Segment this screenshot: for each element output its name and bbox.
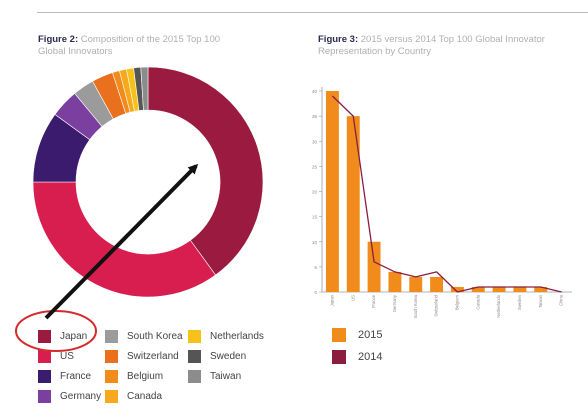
top-divider (37, 12, 588, 13)
x-tick-label-france: France (371, 294, 376, 308)
bar-2015-taiwan (534, 286, 548, 292)
y-tick-label: 15 (312, 215, 318, 220)
legend-item-us: US (38, 350, 74, 363)
legend-swatch-us (38, 350, 51, 363)
y-tick-label: 25 (312, 164, 318, 169)
legend-swatch-2014 (332, 350, 346, 364)
figure-2-caption: Composition of the 2015 Top 100 Global I… (38, 34, 221, 57)
legend-item-canada: Canada (105, 390, 162, 403)
legend-label-france: France (60, 371, 92, 382)
legend-label-us: US (60, 351, 74, 362)
legend-label-switzerland: Switzerland (127, 351, 179, 362)
bar-2015-us (346, 116, 360, 292)
bar-2015-france (367, 241, 381, 292)
y-tick-label: 30 (312, 139, 318, 144)
line-2014 (331, 95, 562, 293)
legend-swatch-south-korea (105, 330, 118, 343)
legend-label-taiwan: Taiwan (210, 371, 242, 382)
y-tick-label: 0 (314, 290, 317, 295)
legend-label-netherlands: Netherlands (210, 331, 264, 342)
figure-2-title: Figure 2: Composition of the 2015 Top 10… (38, 34, 248, 58)
x-tick-label-sweden: Sweden (517, 294, 522, 310)
bar-2015-sweden (513, 286, 527, 292)
y-tick-label: 5 (314, 265, 317, 270)
legend-label-belgium: Belgium (127, 371, 164, 382)
legend-swatch-japan (38, 330, 51, 343)
figure-3-title: Figure 3: 2015 versus 2014 Top 100 Globa… (318, 34, 568, 58)
bar-2015-japan (325, 91, 339, 292)
legend-label-2015: 2015 (358, 329, 383, 341)
bar-2015-germany (388, 271, 402, 292)
legend-swatch-sweden (188, 350, 201, 363)
x-tick-label-taiwan: Taiwan (538, 294, 543, 308)
figure-3-label: Figure 3: (318, 34, 359, 45)
y-tick-label: 20 (312, 190, 318, 195)
legend-label-2014: 2014 (358, 351, 383, 363)
legend-label-south-korea: South Korea (127, 331, 183, 342)
legend-item-south-korea: South Korea (105, 330, 183, 343)
bar-2015-belgium (450, 286, 464, 292)
legend-label-japan: Japan (60, 331, 88, 342)
y-tick-label: 40 (312, 89, 318, 94)
legend-swatch-canada (105, 390, 118, 403)
x-tick-label-south-korea: South Korea (413, 294, 418, 318)
y-tick-label: 10 (312, 240, 318, 245)
legend-swatch-2015 (332, 328, 346, 342)
legend-label-sweden: Sweden (210, 351, 247, 362)
legend-item-belgium: Belgium (105, 370, 163, 383)
x-tick-label-us: US (350, 295, 355, 301)
y-tick-label: 35 (312, 114, 318, 119)
donut-slice-japan (147, 66, 264, 276)
x-tick-label-switzerland: Switzerland (434, 294, 439, 316)
legend-item-japan: Japan (38, 330, 87, 343)
legend-item-taiwan: Taiwan (188, 370, 241, 383)
legend-item-germany: Germany (38, 390, 101, 403)
legend-swatch-belgium (105, 370, 118, 383)
figure-3-caption: 2015 versus 2014 Top 100 Global Innovato… (318, 34, 545, 57)
x-tick-label-china: China (559, 294, 564, 306)
x-tick-label-belgium: Belgium (454, 295, 459, 311)
bar-2015-south-korea (409, 276, 423, 292)
x-tick-label-germany: Germany (392, 294, 397, 312)
legend-swatch-france (38, 370, 51, 383)
bar-2015-switzerland (430, 276, 444, 292)
bar-2015-netherlands (492, 286, 506, 292)
x-tick-label-canada: Canada (475, 294, 480, 309)
legend-swatch-switzerland (105, 350, 118, 363)
legend-label-germany: Germany (60, 391, 102, 402)
x-tick-label-japan: Japan (329, 294, 334, 306)
legend-swatch-germany (38, 390, 51, 403)
legend-item-netherlands: Netherlands (188, 330, 264, 343)
legend-swatch-netherlands (188, 330, 201, 343)
figure-2-label: Figure 2: (38, 34, 79, 45)
legend-item-2014: 2014 (332, 350, 382, 364)
bar-2015-canada (471, 286, 485, 292)
legend-item-france: France (38, 370, 91, 383)
legend-label-canada: Canada (127, 391, 163, 402)
x-tick-label-netherlands: Netherlands (496, 295, 501, 318)
legend-item-sweden: Sweden (188, 350, 246, 363)
legend-item-2015: 2015 (332, 328, 382, 342)
donut-slice-taiwan (140, 66, 149, 111)
legend-swatch-taiwan (188, 370, 201, 383)
legend-item-switzerland: Switzerland (105, 350, 179, 363)
